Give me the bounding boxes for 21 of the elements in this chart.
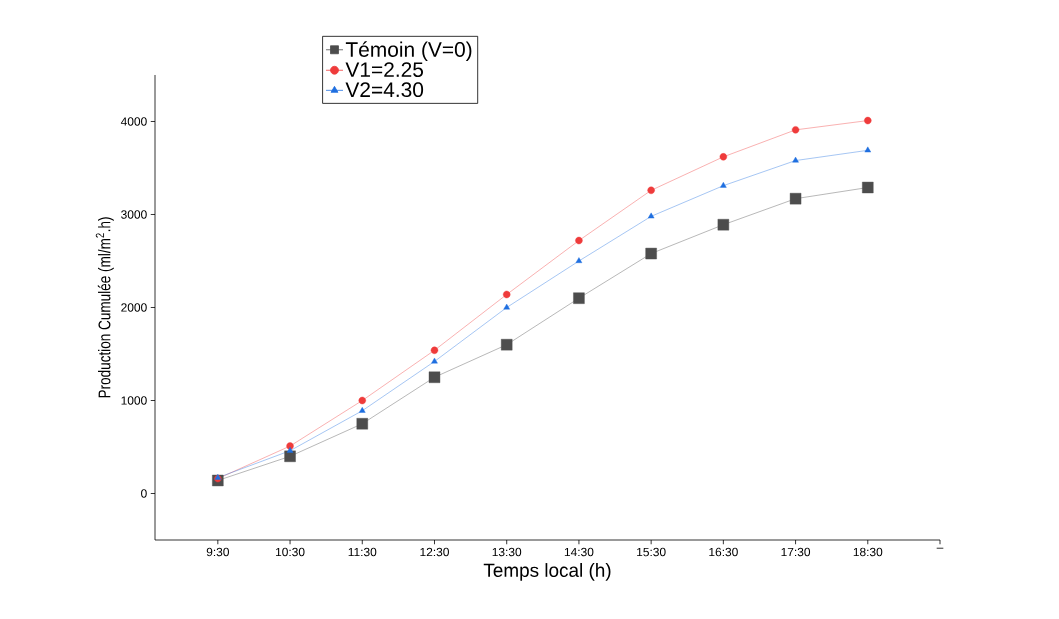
x-tick-label: 12:30: [420, 547, 449, 557]
y-tick-label: 4000: [120, 117, 147, 126]
x-tick-label: –: [936, 547, 944, 549]
y-tick-label: 0: [141, 489, 147, 498]
x-tick-label: 9:30: [206, 547, 229, 557]
x-tick-label: 15:30: [637, 547, 666, 557]
x-tick-label: 16:30: [709, 547, 738, 557]
x-tick-label: 13:30: [492, 547, 522, 557]
legend-label: V1=2.25: [345, 62, 424, 78]
x-axis-title: Temps local (h): [483, 563, 611, 581]
x-tick-label: 18:30: [853, 547, 883, 557]
x-tick-label: 17:30: [781, 547, 811, 557]
legend-label: Témoin (V=0): [345, 41, 472, 62]
y-tick-label: 1000: [121, 396, 147, 405]
y-axis-title: Production Cumulée (ml/m$^{2}$.h): [95, 217, 114, 398]
x-tick-label: 14:30: [564, 547, 594, 557]
x-tick-label: 11:30: [348, 547, 377, 557]
x-tick-label: 10:30: [276, 547, 305, 557]
y-tick-label: 3000: [121, 210, 147, 219]
y-tick-label: 2000: [121, 303, 147, 312]
legend-label: V2=4.30: [345, 82, 424, 98]
